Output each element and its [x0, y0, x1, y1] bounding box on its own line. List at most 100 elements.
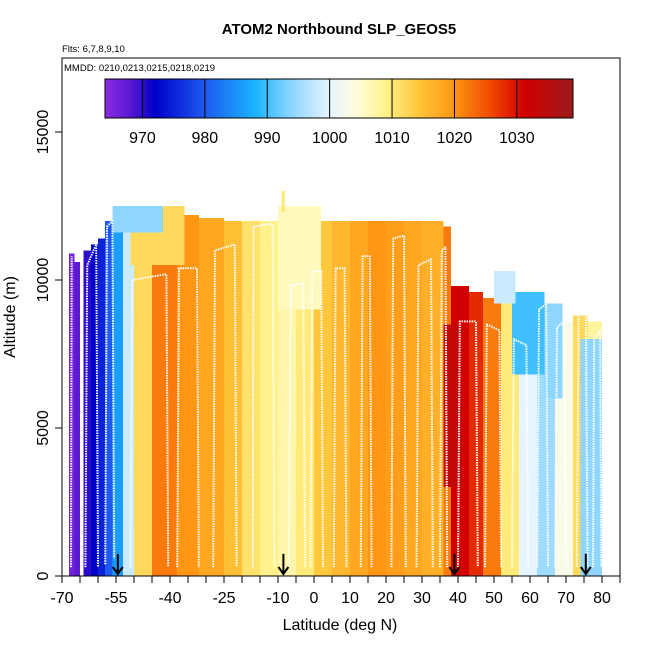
- colorbar-segment: [204, 79, 209, 118]
- colorbar-segment: [105, 79, 109, 118]
- colorbar-segment: [482, 79, 487, 118]
- curtain-patch: [278, 206, 322, 310]
- colorbar-segment: [392, 79, 396, 118]
- colorbar-segment: [548, 79, 552, 118]
- colorbar-segment: [479, 79, 484, 118]
- flight-track: [70, 256, 73, 568]
- colorbar-segment: [136, 79, 140, 118]
- colorbar-segment: [551, 79, 555, 118]
- colorbar-segment: [257, 79, 262, 118]
- colorbar-segment: [498, 79, 502, 118]
- colorbar-segment: [473, 79, 477, 118]
- x-tick-label: 50: [485, 590, 503, 607]
- colorbar-tick-label: 970: [129, 130, 156, 147]
- colorbar-segment: [133, 79, 137, 118]
- colorbar-segment: [354, 79, 359, 118]
- flight-track: [251, 222, 276, 568]
- colorbar-tick-label: 990: [254, 130, 281, 147]
- colorbar-segment: [176, 79, 181, 118]
- colorbar-segment: [398, 79, 402, 118]
- colorbar-segment: [139, 79, 144, 118]
- plot-content: [69, 191, 603, 577]
- colorbar-segment: [407, 79, 412, 118]
- colorbar-segment: [454, 79, 459, 118]
- colorbar-segment: [367, 79, 371, 118]
- colorbar-segment: [510, 79, 515, 118]
- colorbar-segment: [395, 79, 399, 118]
- colorbar-segment: [154, 79, 159, 118]
- colorbar-segment: [470, 79, 474, 118]
- colorbar-segment: [385, 79, 390, 118]
- colorbar-segment: [270, 79, 275, 118]
- curtain-column: [422, 220, 444, 577]
- colorbar-segment: [183, 79, 187, 118]
- y-tick-label: 10000: [35, 258, 52, 303]
- curtain-column: [224, 220, 242, 577]
- colorbar-segment: [264, 79, 268, 118]
- colorbar-segment: [108, 79, 112, 118]
- down-arrow-head: [111, 566, 124, 576]
- colorbar-segment: [426, 79, 431, 118]
- colorbar-segment: [145, 79, 150, 118]
- colorbar-segment: [276, 79, 281, 118]
- colorbar-segment: [538, 79, 543, 118]
- colorbar-segment: [295, 79, 300, 118]
- curtain-column: [134, 211, 152, 576]
- colorbar-segment: [544, 79, 549, 118]
- colorbar-frame: [104, 78, 574, 119]
- colorbar-segment: [151, 79, 156, 118]
- colorbar-segment: [382, 79, 387, 118]
- colorbar-segment: [304, 79, 309, 118]
- colorbar-segment: [242, 79, 246, 118]
- colorbar-segment: [142, 79, 147, 118]
- colorbar-segment: [129, 79, 134, 118]
- colorbar-segment: [373, 79, 378, 118]
- colorbar-segment: [504, 79, 509, 118]
- colorbar-segment: [560, 79, 565, 118]
- flight-track: [212, 243, 238, 568]
- curtain-column: [483, 297, 502, 576]
- colorbar-segment: [563, 79, 568, 118]
- colorbar-segment: [432, 79, 437, 118]
- y-tick-label: 0: [35, 571, 52, 580]
- colorbar-segment: [326, 79, 331, 118]
- colorbar-segment: [220, 79, 225, 118]
- flight-track: [84, 243, 99, 568]
- curtain-patch: [443, 324, 462, 488]
- colorbar-segment: [114, 79, 119, 118]
- colorbar-tick-label: 1010: [374, 130, 410, 147]
- x-tick-label: 80: [593, 590, 611, 607]
- colorbar-segment: [201, 79, 206, 118]
- colorbar-segment: [466, 79, 471, 118]
- curtain-column: [368, 220, 386, 577]
- colorbar-segment: [569, 79, 574, 118]
- colorbar-segment: [438, 79, 443, 118]
- down-arrow-head: [448, 566, 461, 576]
- flight-track: [309, 270, 324, 568]
- colorbar-segment: [363, 79, 368, 118]
- colorbar-segment: [301, 79, 306, 118]
- axes: -70 -55 -40 -25 -10 0 10 20 30 40 50 60 70 8005000100…: [35, 110, 621, 607]
- colorbar-segment: [429, 79, 434, 118]
- colorbar-segment: [460, 79, 465, 118]
- colorbar-segment: [485, 79, 490, 118]
- colorbar-segment: [223, 79, 228, 118]
- curtain-column: [519, 309, 538, 576]
- colorbar-segment: [376, 79, 381, 118]
- curtain-column: [242, 220, 260, 577]
- colorbar-segment: [420, 79, 424, 118]
- colorbar-segment: [195, 79, 200, 118]
- colorbar-segment: [541, 79, 546, 118]
- x-axis-label: Latitude (deg N): [283, 617, 398, 634]
- colorbar-segment: [211, 79, 215, 118]
- colorbar-segment: [451, 79, 456, 118]
- plot-frame: [61, 57, 621, 577]
- colorbar-tick-label: 1000: [312, 130, 348, 147]
- colorbar-segment: [111, 79, 115, 118]
- curtain-column: [260, 220, 278, 577]
- curtain-column: [98, 238, 106, 576]
- colorbar-segment: [289, 79, 293, 118]
- colorbar-segment: [435, 79, 440, 118]
- colorbar-tick-label: 1020: [437, 130, 473, 147]
- colorbar-segment: [179, 79, 184, 118]
